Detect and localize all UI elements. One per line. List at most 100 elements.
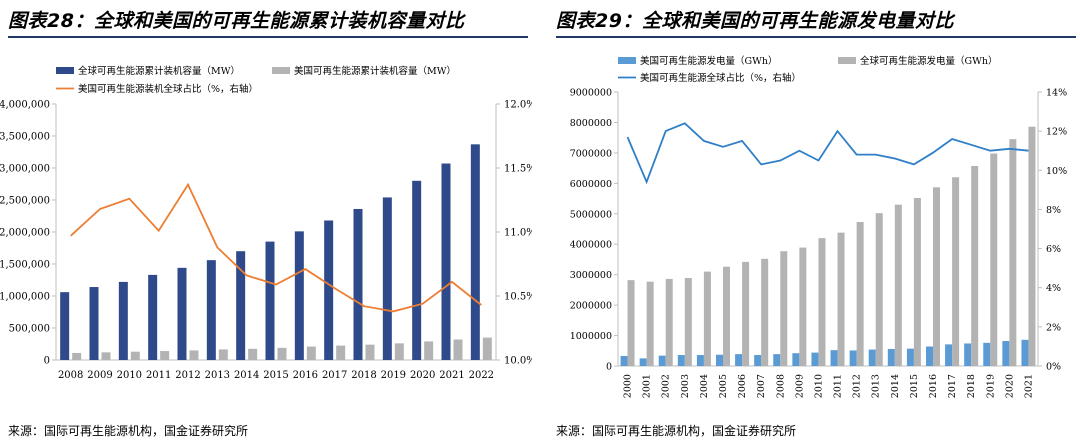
legend-label: 全球可再生能源发电量（GWh） [860, 55, 997, 67]
bar [620, 355, 628, 366]
title-rule [8, 36, 528, 38]
bar [382, 197, 392, 360]
bar [482, 337, 492, 360]
bar [1009, 139, 1017, 366]
y-left-tick-label: 1,500,000 [0, 260, 50, 271]
bar [983, 342, 991, 366]
bar [875, 213, 883, 366]
bar [265, 241, 275, 360]
y-left-tick-label: 3000000 [570, 270, 612, 281]
bar [868, 349, 876, 366]
bar [856, 221, 864, 366]
x-tick-label: 2021 [439, 370, 464, 381]
legend-label: 美国可再生能源发电量（GWh） [640, 55, 777, 67]
x-tick-label: 2020 [1004, 374, 1015, 398]
x-tick-label: 2016 [928, 374, 939, 398]
x-tick-label: 2012 [175, 370, 200, 381]
bar [470, 144, 480, 360]
bar [206, 260, 216, 360]
bar [277, 347, 287, 360]
bar [72, 352, 82, 360]
bar [1021, 339, 1029, 366]
bar [926, 346, 933, 366]
legend-swatch [272, 67, 290, 74]
bar [684, 278, 692, 366]
bar [754, 355, 762, 366]
installed-capacity-chart: 0 500,000 1,000,000 1,500,000 2,000,000 2,500… [0, 65, 532, 381]
chart-source: 来源：国际可再生能源机构，国金证券研究所 [8, 424, 249, 438]
bar [60, 292, 70, 360]
x-tick-label: 2003 [680, 374, 691, 398]
x-tick-label: 2008 [58, 370, 83, 381]
x-tick-label: 2019 [985, 374, 996, 398]
bar [952, 177, 960, 366]
bar [336, 345, 346, 360]
x-tick-label: 2015 [263, 370, 288, 381]
legend-label: 美国可再生能源装机全球占比（%，右轴） [78, 83, 258, 95]
bar [189, 350, 199, 360]
x-tick-label: 2005 [718, 374, 729, 398]
x-tick-label: 2009 [794, 374, 805, 398]
x-tick-label: 2012 [852, 374, 863, 398]
bar [627, 280, 635, 366]
x-tick-label: 2011 [146, 370, 171, 381]
y-right-tick-label: 6% [1046, 244, 1061, 255]
bar [818, 238, 826, 366]
bar [837, 232, 845, 366]
y-right-tick-label: 11.0% [504, 228, 532, 239]
x-tick-label: 2009 [87, 370, 112, 381]
y-right-tick-label: 8% [1046, 205, 1061, 216]
bar [799, 247, 807, 366]
bar [792, 353, 800, 366]
chart-panel-generation: 图表29：全球和美国的可再生能源发电量对比 0 1000000 2000000 300… [548, 0, 1080, 442]
bar [365, 344, 375, 360]
chart-title: 图表28：全球和美国的可再生能源累计装机容量对比 [8, 10, 465, 32]
bar [118, 281, 128, 360]
bar [723, 266, 730, 366]
y-right-tick-label: 2% [1046, 322, 1061, 333]
bar [353, 208, 363, 360]
x-tick-label: 2013 [205, 370, 230, 381]
x-tick-label: 2010 [813, 374, 824, 398]
bar [971, 165, 979, 366]
bar [424, 341, 434, 360]
y-left-tick-label: 8000000 [570, 118, 612, 129]
legend-label: 美国可再生能源全球占比（%，右轴） [640, 72, 801, 84]
bar [933, 187, 940, 366]
bar [177, 267, 187, 360]
x-tick-label: 2019 [381, 370, 406, 381]
chart-panel-installed-capacity: 图表28：全球和美国的可再生能源累计装机容量对比 0 500,000 1,000,0… [0, 0, 532, 442]
bar [453, 339, 463, 360]
legend-label: 全球可再生能源累计装机容量（MW） [78, 65, 240, 77]
bar [658, 355, 666, 366]
legend-swatch [56, 67, 74, 74]
y-left-tick-label: 4,000,000 [0, 100, 50, 111]
x-tick-label: 2006 [737, 374, 748, 398]
bar [101, 352, 111, 360]
series-line [626, 122, 1029, 185]
bar [218, 349, 228, 360]
y-right-tick-label: 10.0% [504, 356, 532, 367]
title-rule [556, 36, 1076, 38]
x-tick-label: 2018 [351, 370, 376, 381]
bar [148, 274, 158, 360]
bar [324, 220, 334, 360]
y-left-tick-label: 4000000 [570, 240, 612, 251]
x-tick-label: 2021 [1023, 374, 1034, 398]
y-left-tick-label: 9000000 [570, 88, 612, 99]
bar [1028, 126, 1036, 366]
x-tick-label: 2004 [699, 374, 710, 398]
series-line [70, 182, 482, 313]
y-left-tick-label: 2000000 [570, 301, 612, 312]
bar [677, 355, 685, 366]
bar [742, 261, 750, 366]
x-tick-label: 2008 [775, 374, 786, 398]
generation-chart: 0 1000000 2000000 3000000 4000000 5000000 6000… [570, 55, 1067, 398]
bar [236, 251, 246, 360]
y-left-tick-label: 3,000,000 [0, 164, 50, 175]
bar [639, 358, 647, 366]
y-right-tick-label: 4% [1046, 283, 1061, 294]
x-tick-label: 2013 [871, 374, 882, 398]
y-right-tick-label: 10% [1046, 166, 1067, 177]
bar [716, 354, 723, 366]
